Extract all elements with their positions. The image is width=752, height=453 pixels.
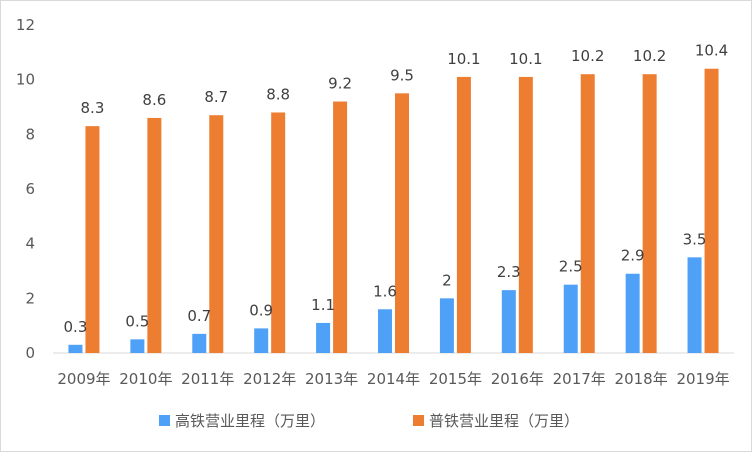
- bar-series-1: [501, 290, 516, 353]
- bar-series-2: [456, 76, 471, 353]
- bar-series-2: [271, 112, 286, 353]
- legend-swatch: [159, 415, 170, 426]
- bar-series-2: [209, 115, 224, 353]
- y-tick-label: 8: [25, 125, 35, 143]
- bar-series-1: [439, 298, 454, 353]
- bar-series-2: [85, 126, 100, 353]
- x-tick-label: 2013年: [305, 370, 358, 388]
- bars: [68, 68, 719, 354]
- legend-label: 普铁营业里程（万里）: [429, 412, 579, 430]
- bar-series-1: [563, 284, 578, 353]
- y-tick-label: 10: [16, 71, 35, 89]
- y-tick-label: 0: [25, 344, 35, 362]
- x-tick-label: 2018年: [615, 370, 668, 388]
- data-label: 2.5: [559, 258, 583, 276]
- bar-series-2: [518, 76, 533, 353]
- bar-series-1: [378, 309, 392, 353]
- bar-series-2: [580, 74, 595, 353]
- x-tick-label: 2012年: [243, 370, 296, 388]
- x-tick-label: 2017年: [553, 370, 606, 388]
- data-label: 0.9: [249, 301, 273, 319]
- bar-series-1: [625, 273, 640, 353]
- x-tick-label: 2014年: [367, 370, 420, 388]
- data-label: 2.3: [497, 263, 521, 281]
- y-tick-label: 6: [25, 180, 35, 198]
- y-tick-label: 2: [25, 289, 35, 307]
- data-label: 10.4: [695, 42, 728, 60]
- bar-series-2: [147, 117, 162, 353]
- bar-series-1: [687, 257, 702, 353]
- bar-series-1: [68, 344, 83, 353]
- y-axis-ticks: 0 2 4 6 8 10 12: [16, 16, 35, 362]
- bar-series-2: [642, 74, 657, 353]
- bar-series-1: [192, 333, 207, 353]
- data-label: 10.2: [633, 47, 666, 65]
- x-tick-label: 2010年: [119, 370, 172, 388]
- data-label: 8.8: [266, 85, 290, 103]
- data-label: 3.5: [683, 230, 707, 248]
- data-label: 8.3: [81, 99, 105, 117]
- legend: 高铁营业里程（万里） 普铁营业里程（万里）: [159, 412, 579, 430]
- data-label: 2.9: [621, 247, 645, 265]
- y-tick-label: 4: [25, 235, 35, 253]
- bar-series-2: [395, 93, 409, 353]
- bar-series-2: [333, 101, 348, 354]
- x-tick-label: 2016年: [491, 370, 544, 388]
- legend-label: 高铁营业里程（万里）: [175, 412, 325, 430]
- bar-series-2: [704, 68, 719, 353]
- data-label: 10.1: [447, 50, 480, 68]
- data-labels: 0.3 8.3 0.5 8.6 0.7 8.7 0.9 8.8 1.1 9.2 1.6 9.5 2 10.…: [64, 42, 729, 336]
- data-label: 9.5: [390, 66, 414, 84]
- data-label: 1.6: [373, 282, 397, 300]
- x-tick-label: 2009年: [57, 370, 110, 388]
- data-label: 8.7: [204, 88, 228, 106]
- legend-swatch: [413, 415, 424, 426]
- data-label: 2: [442, 271, 452, 289]
- x-tick-label: 2011年: [181, 370, 234, 388]
- data-label: 0.3: [64, 318, 88, 336]
- data-label: 10.2: [571, 47, 604, 65]
- bar-series-1: [316, 322, 331, 353]
- x-axis-ticks: 2009年 2010年 2011年 2012年 2013年 2014年 2015年 2016年…: [57, 370, 729, 388]
- data-label: 0.7: [187, 307, 211, 325]
- data-label: 8.6: [142, 91, 166, 109]
- data-label: 1.1: [311, 296, 335, 314]
- bar-series-1: [254, 328, 269, 353]
- x-tick-label: 2015年: [429, 370, 482, 388]
- x-tick-label: 2019年: [676, 370, 729, 388]
- y-tick-label: 12: [16, 16, 35, 34]
- bar-series-1: [130, 339, 145, 353]
- data-label: 10.1: [509, 50, 542, 68]
- data-label: 9.2: [328, 75, 352, 93]
- data-label: 0.5: [125, 312, 149, 330]
